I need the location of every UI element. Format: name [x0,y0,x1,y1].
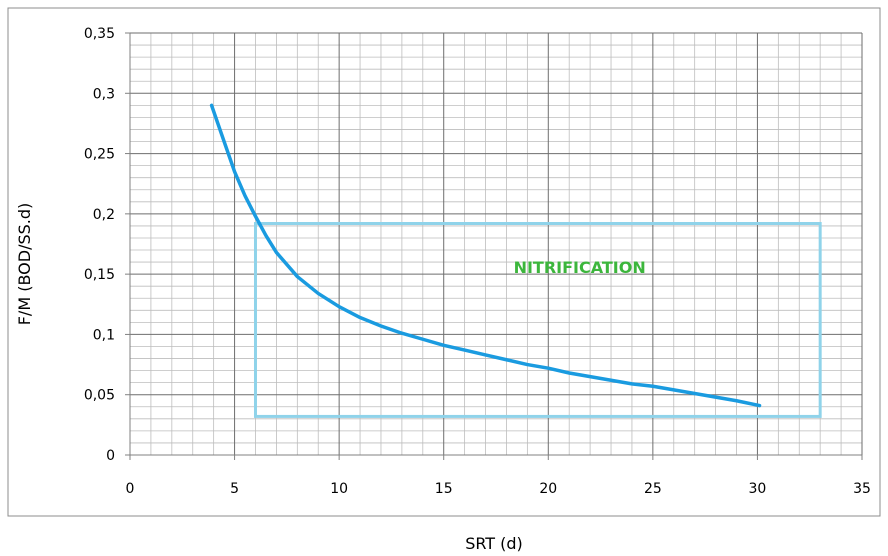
annotation-label: NITRIFICATION [514,258,646,277]
annotation-box [253,222,822,418]
annotations: NITRIFICATION [253,222,822,418]
x-tick-label: 0 [126,481,135,497]
y-tick-label: 0,35 [84,26,115,42]
x-tick-label: 15 [435,481,453,497]
axes [125,32,863,460]
series-line-0 [209,103,762,408]
tick-labels: 0 5 10 15 20 25 30 35 0 0,05 0,1 0,15 0,2 0,25 0,3 0,35 [84,26,871,497]
x-axis-title: SRT (d) [465,534,523,553]
y-tick-label: 0,25 [84,147,115,163]
y-tick-label: 0,3 [93,86,115,102]
y-tick-label: 0 [106,448,115,464]
x-tick-label: 20 [539,481,557,497]
x-tick-label: 10 [330,481,348,497]
y-tick-label: 0,15 [84,267,115,283]
x-tick-label: 25 [644,481,662,497]
y-axis-title: F/M (BOD/SS.d) [15,203,34,326]
x-tick-label: 30 [749,481,767,497]
x-tick-label: 5 [230,481,239,497]
y-tick-label: 0,1 [93,327,115,343]
x-tick-label: 35 [853,481,871,497]
y-tick-label: 0,05 [84,388,115,404]
series [209,103,762,408]
y-tick-label: 0,2 [93,207,115,223]
